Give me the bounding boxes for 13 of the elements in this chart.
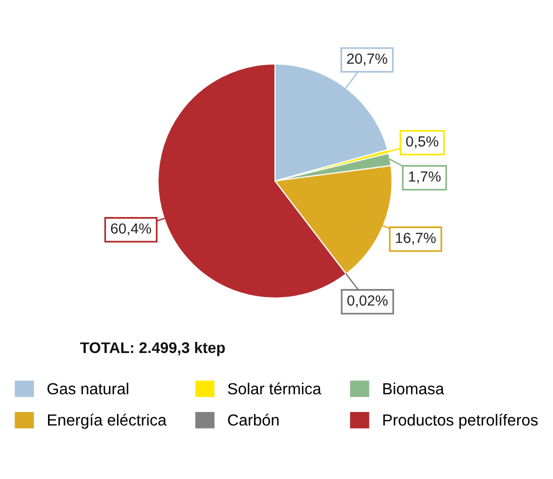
legend-label: Gas natural: [47, 382, 128, 394]
data-label: 1,7%: [408, 171, 441, 184]
legend-label: Energía eléctrica: [48, 414, 167, 429]
legend-label: Biomasa: [383, 382, 444, 394]
data-label: 0,5%: [406, 136, 438, 148]
legend-label: Solar térmica: [228, 382, 322, 394]
legend-label: Productos petrolíferos: [383, 414, 538, 429]
data-label: 16,7%: [396, 232, 436, 245]
data-label: 0,02%: [347, 295, 388, 308]
data-label: 60,4%: [110, 223, 152, 236]
text: TOTAL: 2.499,3 ktep: [80, 342, 225, 356]
legend-label: Carbón: [228, 414, 279, 426]
data-label: 20,7%: [347, 54, 388, 66]
